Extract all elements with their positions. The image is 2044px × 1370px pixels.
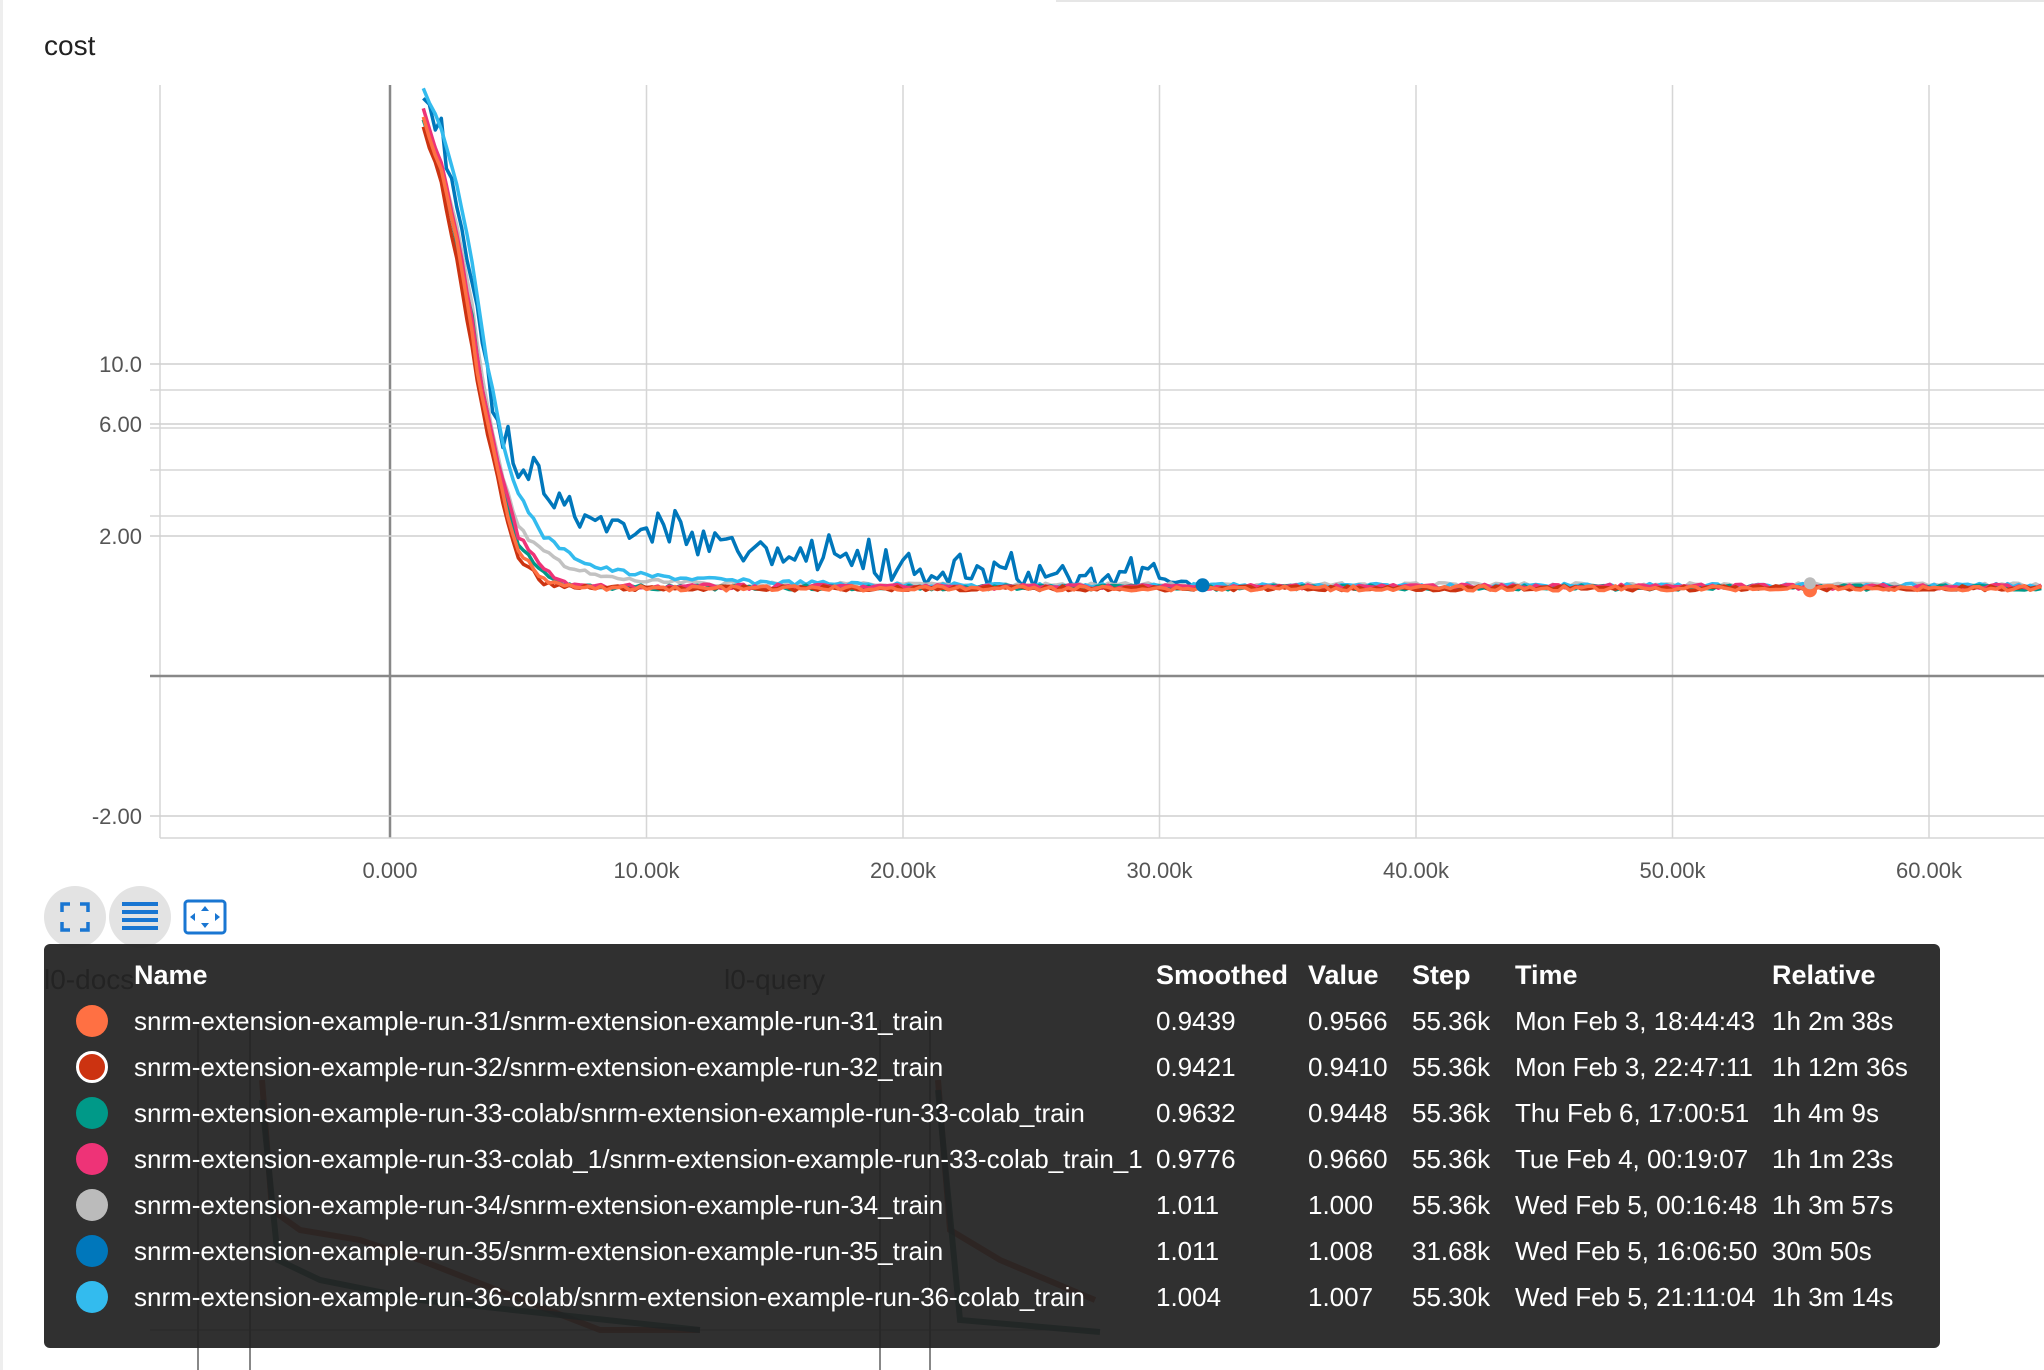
row-name: snrm-extension-example-run-33-colab/snrm… (134, 1098, 1085, 1128)
header-relative: Relative (1772, 960, 1876, 990)
y-tick-label: 10.0 (99, 352, 142, 377)
log-scale-button[interactable] (109, 886, 171, 948)
row-relative: 1h 12m 36s (1772, 1052, 1908, 1082)
row-smoothed: 0.9439 (1156, 1006, 1236, 1036)
row-name: snrm-extension-example-run-34/snrm-exten… (134, 1190, 944, 1220)
row-value: 0.9660 (1308, 1144, 1388, 1174)
row-step: 55.36k (1412, 1098, 1491, 1128)
row-time: Tue Feb 4, 00:19:07 (1515, 1144, 1749, 1174)
row-step: 55.36k (1412, 1006, 1491, 1036)
grid (150, 85, 2044, 839)
row-value: 1.000 (1308, 1190, 1374, 1220)
row-relative: 1h 2m 38s (1772, 1006, 1894, 1036)
row-time: Mon Feb 3, 22:47:11 (1515, 1052, 1754, 1082)
fit-to-screen-button[interactable] (44, 886, 106, 948)
row-step: 31.68k (1412, 1236, 1491, 1266)
row-name: snrm-extension-example-run-36-colab/snrm… (134, 1282, 1085, 1312)
series-color-swatch (76, 1097, 108, 1129)
series-line (421, 126, 2042, 593)
row-time: Wed Feb 5, 00:16:48 (1515, 1190, 1758, 1220)
tooltip-row: snrm-extension-example-run-31/snrm-exten… (44, 998, 1940, 1044)
chart-title: cost (44, 30, 96, 61)
tooltip-row: snrm-extension-example-run-33-colab/snrm… (44, 1090, 1940, 1136)
row-relative: 1h 3m 57s (1772, 1190, 1894, 1220)
tooltip-row: snrm-extension-example-run-32/snrm-exten… (44, 1044, 1940, 1090)
series-color-swatch (76, 1051, 108, 1083)
left-divider (0, 0, 3, 1370)
tick-labels: 0.000 10.00k 20.00k 30.00k 40.00k 50.00k 60.00… (92, 352, 1963, 883)
row-value: 1.007 (1308, 1282, 1374, 1312)
row-relative: 30m 50s (1772, 1236, 1872, 1266)
series-line (421, 107, 2043, 591)
header-time: Time (1515, 960, 1578, 990)
row-smoothed: 0.9632 (1156, 1098, 1236, 1128)
tooltip-row: snrm-extension-example-run-34/snrm-exten… (44, 1182, 1940, 1228)
header-value: Value (1308, 960, 1379, 990)
row-value: 0.9566 (1308, 1006, 1388, 1036)
series-endpoint-marker (1195, 578, 1210, 593)
row-value: 0.9448 (1308, 1098, 1388, 1128)
row-relative: 1h 1m 23s (1772, 1144, 1894, 1174)
x-tick-label: 50.00k (1639, 858, 1706, 883)
series-tooltip: Name Smoothed Value Step Time Relative s… (44, 944, 1940, 1348)
x-tick-label: 30.00k (1126, 858, 1193, 883)
row-name: snrm-extension-example-run-33-colab_1/sn… (134, 1144, 1143, 1174)
fit-domain-icon (183, 899, 227, 935)
y-tick-label: -2.00 (92, 804, 142, 829)
row-step: 55.36k (1412, 1052, 1491, 1082)
expand-icon (60, 902, 90, 932)
row-relative: 1h 3m 14s (1772, 1282, 1894, 1312)
series-color-swatch (76, 1189, 108, 1221)
row-step: 55.36k (1412, 1190, 1491, 1220)
row-relative: 1h 4m 9s (1772, 1098, 1879, 1128)
cost-chart[interactable]: 0.000 10.00k 20.00k 30.00k 40.00k 50.00k 60.00… (0, 0, 2044, 890)
x-tick-label: 60.00k (1896, 858, 1963, 883)
x-tick-label: 40.00k (1383, 858, 1450, 883)
tooltip-row: snrm-extension-example-run-33-colab_1/sn… (44, 1136, 1940, 1182)
row-value: 0.9410 (1308, 1052, 1388, 1082)
row-time: Wed Feb 5, 21:11:04 (1515, 1282, 1756, 1312)
x-tick-label: 20.00k (870, 858, 937, 883)
row-time: Mon Feb 3, 18:44:43 (1515, 1006, 1755, 1036)
row-smoothed: 0.9776 (1156, 1144, 1236, 1174)
row-time: Thu Feb 6, 17:00:51 (1515, 1098, 1750, 1128)
tooltip-row: snrm-extension-example-run-36-colab/snrm… (44, 1274, 1940, 1320)
series-lines (421, 87, 2043, 598)
x-tick-label: 0.000 (362, 858, 417, 883)
row-smoothed: 1.011 (1156, 1190, 1220, 1220)
series-endpoint-marker (1803, 577, 1816, 590)
row-smoothed: 1.004 (1156, 1282, 1222, 1312)
series-line (421, 119, 2042, 592)
series-line (421, 87, 2042, 591)
x-tick-label: 10.00k (613, 858, 680, 883)
header-smoothed: Smoothed (1156, 960, 1288, 990)
row-value: 1.008 (1308, 1236, 1374, 1266)
row-smoothed: 0.9421 (1156, 1052, 1236, 1082)
lines-icon (122, 902, 158, 930)
tooltip-row: snrm-extension-example-run-35/snrm-exten… (44, 1228, 1940, 1274)
row-step: 55.30k (1412, 1282, 1491, 1312)
row-smoothed: 1.011 (1156, 1236, 1220, 1266)
header-step: Step (1412, 960, 1471, 990)
series-line (421, 116, 2042, 593)
row-name: snrm-extension-example-run-35/snrm-exten… (134, 1236, 944, 1266)
series-color-swatch (76, 1143, 108, 1175)
series-color-swatch (76, 1235, 108, 1267)
row-step: 55.36k (1412, 1144, 1491, 1174)
row-time: Wed Feb 5, 16:06:50 (1515, 1236, 1758, 1266)
y-tick-label: 2.00 (99, 524, 142, 549)
series-color-swatch (76, 1005, 108, 1037)
header-name: Name (134, 960, 208, 990)
top-divider (1056, 0, 2044, 2)
fit-domain-button[interactable] (174, 886, 236, 948)
tooltip-header: Name Smoothed Value Step Time Relative (44, 952, 1940, 998)
row-name: snrm-extension-example-run-32/snrm-exten… (134, 1052, 944, 1082)
series-color-swatch (76, 1281, 108, 1313)
series-line (421, 119, 2043, 590)
row-name: snrm-extension-example-run-31/snrm-exten… (134, 1006, 944, 1036)
y-tick-label: 6.00 (99, 412, 142, 437)
